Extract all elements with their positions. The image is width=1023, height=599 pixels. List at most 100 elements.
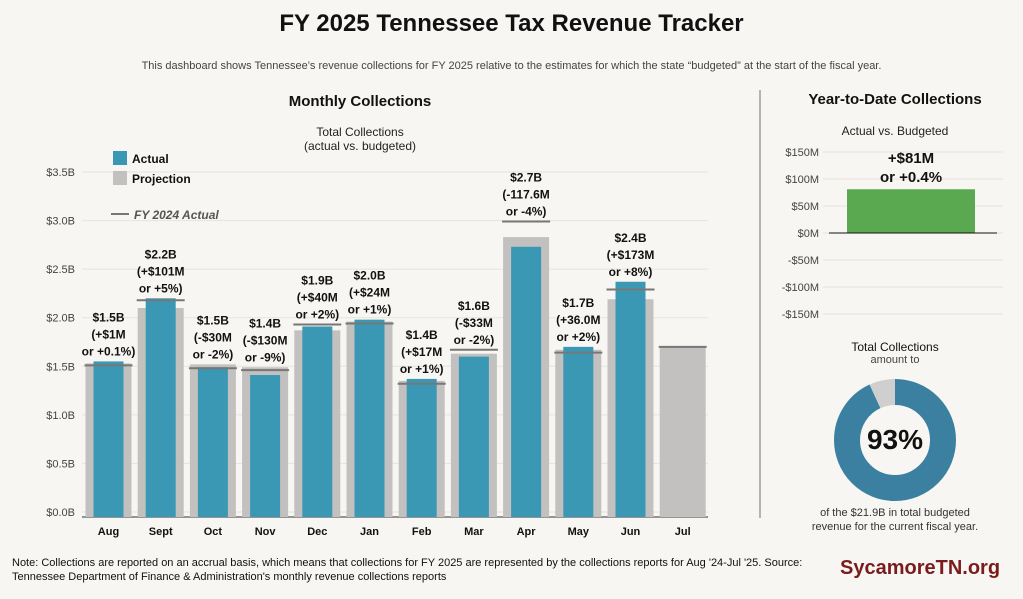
x-tick-label: Jan	[360, 526, 379, 538]
data-label: $1.5B	[197, 313, 229, 327]
legend-actual-label: Actual	[132, 152, 169, 166]
y-tick-label: $3.0B	[46, 216, 75, 228]
x-tick-label: Sept	[149, 526, 173, 538]
ytd-y-tick-label: $100M	[785, 174, 819, 186]
x-tick-label: Mar	[464, 526, 484, 538]
data-label: $2.7B	[510, 171, 542, 185]
data-label: (-$30M	[194, 330, 232, 344]
legend-projection-label: Projection	[132, 172, 191, 186]
legend-actual-swatch	[113, 151, 127, 165]
panel-divider	[759, 90, 761, 518]
monthly-heading: Monthly Collections	[288, 93, 432, 110]
brand-logo: SycamoreTN.org	[840, 557, 1001, 579]
data-label: (+$24M	[349, 286, 390, 300]
y-tick-label: $1.5B	[46, 361, 75, 373]
data-label: or +5%)	[139, 281, 183, 295]
data-label: or +2%)	[556, 330, 600, 344]
ytd-bar-label-line1: +$81M	[888, 150, 934, 167]
data-label: or -2%)	[193, 347, 234, 361]
data-label: or +1%)	[400, 362, 444, 376]
data-label: or +0.1%)	[82, 344, 136, 358]
x-tick-label: Jul	[675, 526, 691, 538]
donut-heading: Total Collections amount to	[800, 341, 990, 367]
ytd-heading: Year-to-Date Collections	[808, 91, 982, 108]
data-label: (+$17M	[401, 345, 442, 359]
actual-bar	[511, 246, 542, 518]
y-tick-label: $3.5B	[46, 167, 75, 179]
y-tick-label: $2.5B	[46, 264, 75, 276]
x-tick-label: Aug	[98, 526, 119, 538]
monthly-chart: $0.0B $0.5B $1.0B $1.5B $2.0B $2.5B $3.0B $3.5B…	[46, 151, 708, 538]
actual-bar	[354, 319, 385, 517]
monthly-chart-title: Total Collections (actual vs. budgeted)	[240, 125, 480, 153]
ytd-y-tick-label: -$150M	[782, 309, 819, 320]
data-label: or -9%)	[245, 350, 286, 364]
x-tick-label: Apr	[517, 526, 537, 538]
ytd-chart: $150M $100M $50M $0M -$50M -$100M -$150M +$81M…	[782, 147, 1003, 320]
donut-footnote-line2: revenue for the current fiscal year.	[811, 521, 979, 533]
data-label: $1.4B	[406, 328, 438, 342]
actual-bar	[197, 367, 228, 517]
x-tick-label: May	[568, 526, 590, 538]
x-tick-label: Oct	[204, 526, 223, 538]
projection-bar	[659, 346, 706, 517]
donut-chart: 93%	[834, 379, 956, 501]
data-label: $1.5B	[92, 310, 124, 324]
ytd-y-tick-label: $150M	[785, 147, 819, 159]
data-label: or -4%)	[506, 205, 547, 219]
donut-value: 93%	[867, 424, 923, 455]
data-label: (+$1M	[91, 327, 125, 341]
ytd-bar-label-line2: or +0.4%	[880, 169, 942, 186]
y-tick-label: $0.0B	[46, 507, 75, 519]
donut-heading-line2: amount to	[870, 354, 920, 366]
actual-bar	[406, 378, 437, 517]
y-tick-label: $2.0B	[46, 313, 75, 325]
data-label: or +1%)	[348, 303, 392, 317]
data-label: $1.4B	[249, 316, 281, 330]
monthly-legend: Actual Projection FY 2024 Actual	[111, 151, 219, 222]
donut-footnote-line1: of the $21.9B in total budgeted	[820, 507, 970, 519]
data-label: (+36.0M	[556, 313, 600, 327]
ytd-bar	[847, 189, 975, 233]
donut-slice-remaining	[834, 379, 956, 501]
actual-bar	[145, 298, 176, 517]
data-label: (-$130M	[243, 333, 288, 347]
x-tick-label: Feb	[412, 526, 432, 538]
ytd-chart-title: Actual vs. Budgeted	[841, 124, 949, 138]
actual-bar	[93, 361, 124, 517]
x-tick-label: Dec	[307, 526, 327, 538]
actual-bar	[302, 326, 333, 517]
donut-footnote: of the $21.9B in total budgeted revenue …	[790, 506, 1000, 534]
data-label: $1.7B	[562, 296, 594, 310]
data-label: $1.9B	[301, 274, 333, 288]
monthly-chart-title-line2: (actual vs. budgeted)	[303, 139, 417, 153]
legend-prior-label: FY 2024 Actual	[134, 208, 219, 222]
y-tick-label: $0.5B	[46, 458, 75, 470]
ytd-y-tick-label: -$100M	[782, 282, 819, 294]
page-title: FY 2025 Tennessee Tax Revenue Tracker	[279, 10, 744, 37]
source-note: Note: Collections are reported on an acc…	[12, 557, 803, 583]
data-label: or +8%)	[609, 265, 653, 279]
ytd-y-tick-label: $50M	[791, 201, 819, 213]
data-label: or -2%)	[454, 333, 495, 347]
ytd-y-tick-label: $0M	[798, 228, 819, 240]
data-label: (+$40M	[297, 291, 338, 305]
actual-bar	[250, 375, 281, 517]
page-subtitle: This dashboard shows Tennessee’s revenue…	[141, 60, 882, 72]
ytd-y-tick-label: -$50M	[788, 255, 819, 267]
x-tick-label: Nov	[255, 526, 277, 538]
data-label: (-117.6M	[502, 188, 549, 202]
data-label: (+$101M	[137, 264, 185, 278]
data-label: (+$173M	[607, 248, 655, 262]
data-label: $2.2B	[145, 247, 177, 261]
actual-bar	[563, 346, 594, 517]
legend-projection-swatch	[113, 171, 127, 185]
actual-bar	[458, 356, 489, 517]
x-tick-label: Jun	[621, 526, 641, 538]
actual-bar	[615, 281, 646, 517]
data-label: (-$33M	[455, 316, 493, 330]
data-label: $2.0B	[353, 269, 385, 283]
data-label: $1.6B	[458, 299, 490, 313]
monthly-chart-title-line1: Total Collections	[316, 125, 404, 139]
y-tick-label: $1.0B	[46, 410, 75, 422]
